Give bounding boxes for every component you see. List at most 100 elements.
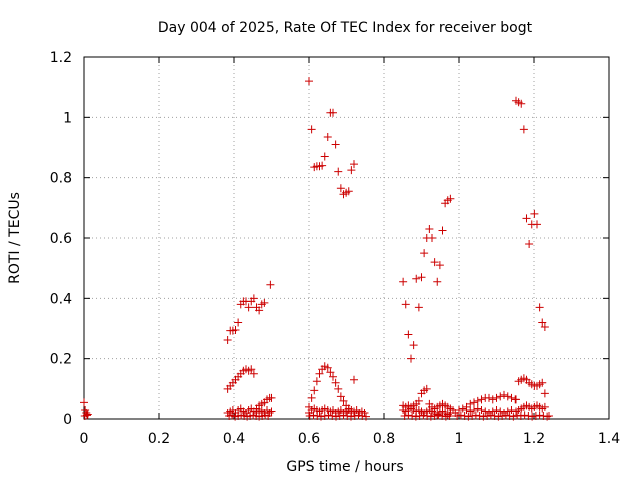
data-point bbox=[520, 411, 529, 420]
data-point bbox=[249, 369, 258, 378]
data-point bbox=[481, 407, 490, 416]
data-point bbox=[500, 390, 508, 399]
data-point bbox=[503, 407, 512, 416]
data-point bbox=[531, 411, 540, 420]
data-point bbox=[336, 184, 345, 193]
data-point bbox=[354, 411, 363, 420]
data-point bbox=[488, 395, 497, 404]
data-point bbox=[494, 412, 503, 421]
x-tick-label: 0.2 bbox=[148, 431, 170, 447]
y-tick-label: 0.6 bbox=[50, 231, 72, 247]
data-point bbox=[535, 411, 544, 420]
data-point bbox=[485, 393, 493, 402]
data-point bbox=[423, 411, 432, 420]
x-tick-label: 0.6 bbox=[298, 431, 320, 447]
data-point bbox=[468, 411, 477, 420]
data-point bbox=[464, 412, 473, 421]
data-point bbox=[324, 411, 333, 420]
data-point bbox=[438, 226, 447, 235]
data-point bbox=[409, 341, 418, 350]
data-point bbox=[486, 411, 495, 420]
x-tick-label: 1 bbox=[455, 431, 464, 447]
data-point bbox=[323, 363, 332, 372]
data-point bbox=[540, 402, 549, 411]
data-point bbox=[339, 411, 348, 420]
data-point bbox=[540, 322, 549, 331]
data-point bbox=[513, 411, 522, 420]
data-point bbox=[471, 411, 480, 420]
data-point bbox=[422, 384, 431, 393]
data-point bbox=[412, 274, 421, 283]
data-point bbox=[490, 411, 499, 420]
data-point bbox=[483, 411, 492, 420]
x-tick-label: 0.8 bbox=[373, 431, 395, 447]
data-point bbox=[336, 392, 345, 401]
y-tick-label: 0 bbox=[63, 412, 72, 428]
data-point bbox=[425, 224, 434, 233]
data-point bbox=[473, 404, 482, 413]
data-point bbox=[80, 398, 88, 407]
data-point bbox=[350, 160, 358, 169]
data-point bbox=[234, 318, 243, 327]
data-point bbox=[516, 411, 525, 420]
data-point bbox=[426, 412, 435, 421]
data-point bbox=[266, 280, 275, 289]
y-tick-label: 0.8 bbox=[50, 171, 72, 187]
data-point bbox=[305, 77, 313, 86]
data-point bbox=[460, 411, 469, 420]
data-point bbox=[538, 378, 547, 387]
data-point bbox=[509, 412, 518, 421]
grid-lines bbox=[84, 57, 609, 419]
data-point bbox=[244, 303, 253, 312]
data-point bbox=[535, 303, 544, 312]
data-point bbox=[507, 405, 516, 414]
data-point bbox=[307, 125, 316, 134]
data-point bbox=[309, 411, 318, 420]
data-point bbox=[517, 99, 526, 108]
data-point bbox=[543, 412, 552, 421]
data-point bbox=[331, 140, 340, 149]
data-point bbox=[400, 411, 409, 420]
data-point bbox=[404, 330, 413, 339]
data-point bbox=[247, 365, 256, 374]
data-point bbox=[512, 395, 520, 404]
data-point bbox=[310, 386, 319, 395]
plot-frame bbox=[83, 56, 610, 420]
data-point bbox=[260, 298, 269, 307]
data-point bbox=[414, 303, 423, 312]
data-point bbox=[408, 411, 417, 420]
y-tick-label: 0.2 bbox=[50, 352, 72, 368]
data-point bbox=[519, 125, 528, 134]
data-point bbox=[475, 411, 484, 420]
data-point bbox=[496, 407, 505, 416]
data-point bbox=[528, 412, 537, 421]
data-point bbox=[231, 326, 240, 335]
data-point bbox=[430, 411, 439, 420]
data-point bbox=[249, 294, 258, 303]
data-point bbox=[329, 372, 337, 381]
data-point bbox=[350, 411, 359, 420]
data-point bbox=[411, 412, 420, 421]
data-point bbox=[315, 369, 324, 378]
data-point bbox=[223, 335, 232, 344]
data-point bbox=[420, 249, 429, 258]
data-point bbox=[533, 220, 541, 229]
data-point bbox=[267, 393, 276, 402]
data-point bbox=[522, 214, 531, 223]
data-point bbox=[466, 407, 475, 416]
data-point bbox=[466, 399, 475, 408]
data-point bbox=[344, 187, 353, 196]
data-point bbox=[501, 411, 510, 420]
data-point bbox=[492, 405, 501, 414]
y-axis-ticks: 0 0.2 0.4 0.6 0.8 1 1.2 bbox=[50, 50, 609, 428]
data-point bbox=[477, 405, 486, 414]
x-tick-label: 0.4 bbox=[223, 431, 245, 447]
data-point bbox=[350, 375, 358, 384]
data-point bbox=[507, 393, 516, 402]
data-point bbox=[399, 277, 408, 286]
y-tick-label: 1 bbox=[63, 110, 72, 126]
data-point bbox=[339, 396, 348, 405]
data-point bbox=[453, 411, 462, 420]
data-point bbox=[473, 396, 482, 405]
data-point bbox=[505, 411, 514, 420]
